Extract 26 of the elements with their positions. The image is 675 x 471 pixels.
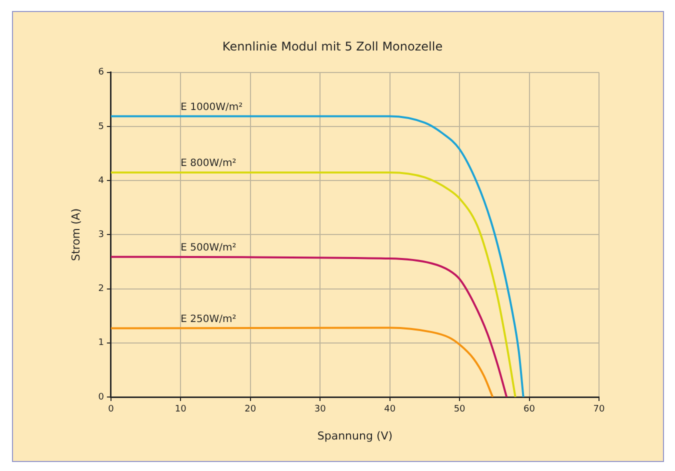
x-tick-label: 20	[244, 404, 256, 415]
x-tick-label: 0	[108, 404, 114, 415]
y-tick-label: 2	[98, 284, 104, 294]
x-tick-label: 30	[314, 404, 326, 415]
line-series	[110, 326, 494, 397]
series-label: E 1000W/m²	[180, 102, 243, 113]
series-label: E 250W/m²	[180, 314, 236, 325]
y-tick-label: 4	[98, 176, 104, 186]
series-label: E 800W/m²	[180, 158, 236, 170]
line-series	[110, 171, 516, 397]
x-tick-label: 40	[384, 404, 396, 415]
y-tick-label: 1	[98, 338, 104, 348]
x-tick-label: 60	[524, 404, 536, 415]
y-tick-label: 0	[98, 392, 104, 402]
x-tick-label: 10	[174, 404, 187, 415]
y-tick-label: 3	[98, 230, 104, 240]
line-series	[110, 115, 524, 397]
x-tick-label: 70	[593, 404, 605, 415]
y-tick-label: 5	[98, 122, 104, 132]
y-tick-label: 6	[98, 68, 104, 78]
chart-title: Kennlinie Modul mit 5 Zoll Monozelle	[222, 39, 443, 54]
x-tick-label: 50	[454, 404, 466, 415]
y-axis-title: Strom (A)	[69, 208, 82, 262]
line-series	[110, 256, 508, 397]
series-label: E 500W/m²	[180, 242, 236, 254]
x-axis-title: Spannung (V)	[317, 429, 393, 442]
